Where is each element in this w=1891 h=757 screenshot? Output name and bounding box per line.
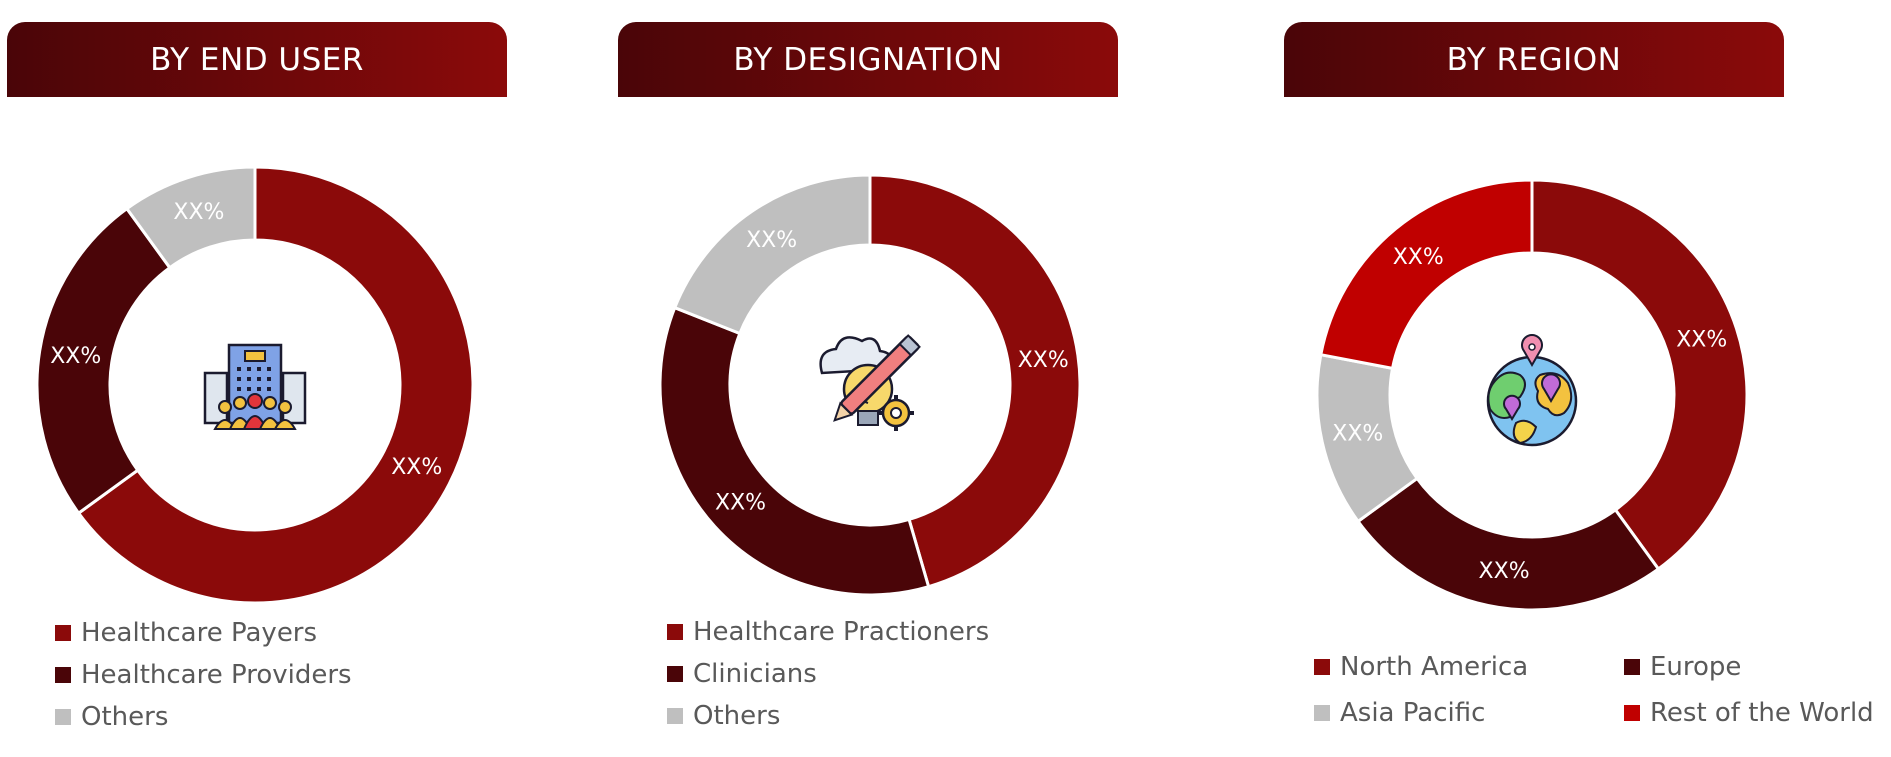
slice-data-label: XX% (1332, 421, 1383, 446)
end-user-banner: BY END USER (7, 22, 507, 97)
legend-swatch (1624, 705, 1640, 721)
legend-item: Healthcare Payers (55, 618, 317, 648)
legend-swatch (1314, 705, 1330, 721)
legend-item: Others (55, 702, 168, 732)
donut-slice-europe (1355, 476, 1661, 612)
legend-swatch (667, 666, 683, 682)
legend-item: Rest of the World (1624, 698, 1874, 728)
designation-title: BY DESIGNATION (733, 41, 1003, 78)
hospital-people-icon (203, 343, 307, 430)
legend-item: Healthcare Practioners (667, 617, 989, 647)
globe-pins-icon (1486, 334, 1578, 447)
donut-slice-healthcare-payers (76, 165, 475, 605)
legend-swatch (667, 708, 683, 724)
region-banner: BY REGION (1284, 22, 1784, 97)
legend-label: Healthcare Providers (81, 660, 352, 690)
region-title: BY REGION (1446, 41, 1622, 78)
legend-label: Clinicians (693, 659, 817, 689)
designation-panel: BY DESIGNATION XX% XX% XX% Healthcare Prac… (612, 0, 1252, 757)
legend-label: Healthcare Practioners (693, 617, 990, 647)
legend-label: Rest of the World (1650, 698, 1874, 728)
donut-slice-others (672, 173, 872, 336)
legend-label: Others (693, 701, 781, 731)
idea-bulb-pencil-gear-icon (819, 334, 921, 431)
slice-data-label: XX% (1676, 327, 1727, 352)
slice-data-label: XX% (1393, 245, 1444, 270)
legend-item: Healthcare Providers (55, 660, 352, 690)
slice-data-label: XX% (1479, 559, 1530, 584)
legend-swatch (1624, 659, 1640, 675)
slice-data-label: XX% (50, 344, 101, 369)
donut-slice-clinicians (658, 305, 931, 597)
designation-banner: BY DESIGNATION (618, 22, 1118, 97)
legend-item: Others (667, 701, 780, 731)
end-user-donut-chart: XX% XX% XX% (35, 165, 475, 605)
legend-swatch (55, 667, 71, 683)
legend-swatch (1314, 659, 1330, 675)
donut-slice-healthcare-practioners (868, 173, 1082, 589)
end-user-panel: BY END USER XX% XX% XX% Healthcare Payers H… (0, 0, 620, 757)
donut-slice-healthcare-providers (35, 206, 172, 516)
donut-slice-others (124, 165, 257, 270)
donut-slice-north-america (1530, 178, 1749, 572)
slice-data-label: XX% (1018, 348, 1069, 373)
legend-label: Others (81, 702, 169, 732)
legend-item: Asia Pacific (1314, 698, 1485, 728)
legend-item: Clinicians (667, 659, 817, 689)
legend-label: Asia Pacific (1340, 698, 1486, 728)
designation-donut-chart: XX% XX% XX% (658, 173, 1082, 597)
slice-data-label: XX% (173, 200, 224, 225)
end-user-title: BY END USER (150, 41, 364, 78)
donut-slice-rest-of-the-world (1319, 178, 1534, 371)
legend-label: North America (1340, 652, 1529, 682)
legend-item: Europe (1624, 652, 1741, 682)
region-panel: BY REGION XX% XX% XX% XX% North America Euro… (1270, 0, 1891, 757)
legend-swatch (55, 709, 71, 725)
legend-item: North America (1314, 652, 1528, 682)
legend-label: Healthcare Payers (81, 618, 318, 648)
slice-data-label: XX% (391, 455, 442, 480)
legend-swatch (667, 624, 683, 640)
slice-data-label: XX% (715, 490, 766, 515)
legend-label: Europe (1650, 652, 1742, 682)
region-donut-chart: XX% XX% XX% XX% (1315, 178, 1749, 612)
legend-swatch (55, 625, 71, 641)
slice-data-label: XX% (746, 228, 797, 253)
